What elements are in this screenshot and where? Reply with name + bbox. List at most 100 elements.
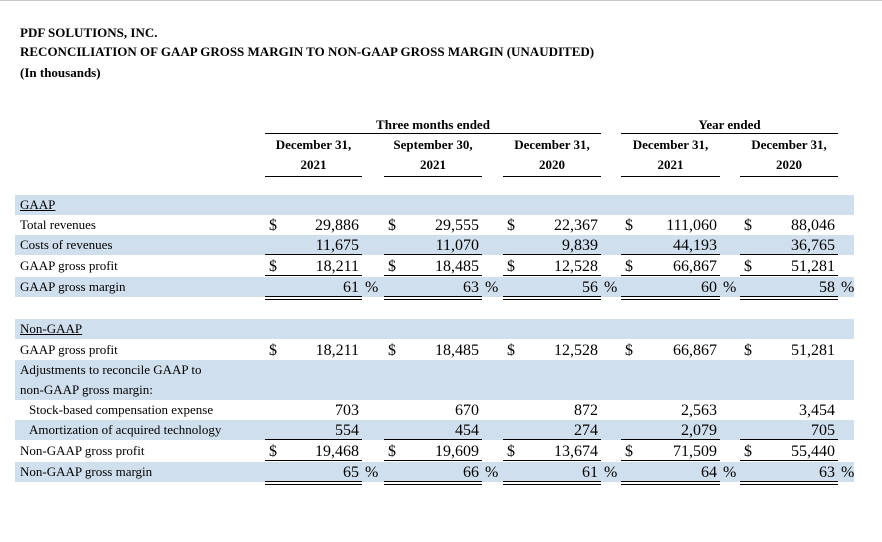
- cell-value: 63: [463, 279, 479, 296]
- cell-value: 19,468: [315, 443, 359, 460]
- cell-value: 66,867: [673, 342, 717, 359]
- total-rule: [503, 275, 601, 276]
- total-rule: [265, 439, 362, 440]
- cell-value: 61: [343, 279, 359, 296]
- row-label: Stock-based compensation expense: [29, 402, 214, 417]
- total-rule: [621, 484, 720, 485]
- column-header-year: 2021: [420, 157, 446, 172]
- cell-value: 705: [811, 422, 835, 439]
- cell-value: 51,281: [791, 342, 835, 359]
- percent-sign: %: [485, 464, 499, 481]
- column-header-period: December 31,: [751, 137, 827, 152]
- cell-value: 11,070: [435, 237, 479, 254]
- total-rule: [621, 481, 720, 482]
- cell-value: 18,211: [315, 258, 359, 275]
- column-header-rule: [621, 176, 720, 177]
- total-rule: [740, 296, 838, 297]
- table-row: GAAP gross profit: [15, 340, 854, 360]
- column-header-2: September 30, 2021: [378, 135, 488, 175]
- total-rule: [621, 254, 720, 255]
- total-rule: [503, 299, 601, 300]
- cell-value: 58: [819, 279, 835, 296]
- cell-value: 44,193: [673, 237, 717, 254]
- total-rule: [384, 254, 482, 255]
- cell-value: 2,563: [681, 402, 717, 419]
- section-header-row: Non-GAAP: [15, 319, 854, 339]
- column-header-rule: [384, 176, 482, 177]
- column-group-rule: [621, 133, 838, 134]
- table-row: Costs of revenues: [15, 235, 854, 255]
- percent-sign: %: [841, 279, 855, 296]
- dollar-sign: $: [744, 258, 752, 275]
- total-rule: [740, 484, 838, 485]
- dollar-sign: $: [388, 342, 396, 359]
- total-rule: [384, 296, 482, 297]
- total-rule: [621, 296, 720, 297]
- cell-value: 274: [574, 422, 598, 439]
- total-rule: [384, 299, 482, 300]
- percent-sign: %: [604, 464, 618, 481]
- percent-sign: %: [841, 464, 855, 481]
- column-header-1: December 31, 2021: [259, 135, 368, 175]
- cell-value: 29,555: [435, 217, 479, 234]
- cell-value: 12,528: [554, 258, 598, 275]
- cell-value: 703: [335, 402, 359, 419]
- section-label: Non-GAAP: [20, 321, 83, 336]
- total-rule: [265, 296, 362, 297]
- column-group-1: Three months ended: [376, 117, 490, 132]
- cell-value: 554: [335, 422, 359, 439]
- total-rule: [740, 275, 838, 276]
- table-row: Total revenues: [15, 215, 854, 235]
- total-rule: [621, 299, 720, 300]
- column-header-rule: [740, 176, 838, 177]
- total-rule: [503, 439, 601, 440]
- total-rule: [503, 460, 601, 461]
- dollar-sign: $: [625, 443, 633, 460]
- total-rule: [621, 275, 720, 276]
- cell-value: 56: [582, 279, 598, 296]
- cell-value: 65: [343, 464, 359, 481]
- cell-value: 66,867: [673, 258, 717, 275]
- total-rule: [740, 481, 838, 482]
- dollar-sign: $: [744, 217, 752, 234]
- row-label: GAAP gross profit: [20, 342, 118, 357]
- total-rule: [265, 481, 362, 482]
- dollar-sign: $: [625, 342, 633, 359]
- table-row: Stock-based compensation expense: [15, 400, 854, 420]
- column-header-year: 2021: [300, 157, 327, 172]
- section-header-row: GAAP: [15, 195, 854, 215]
- cell-value: 22,367: [554, 217, 598, 234]
- dollar-sign: $: [507, 258, 515, 275]
- cell-value: 454: [455, 422, 479, 439]
- cell-value: 18,485: [435, 342, 479, 359]
- total-rule: [503, 484, 601, 485]
- column-header-5: December 31, 2020: [734, 135, 844, 175]
- company-name: PDF SOLUTIONS, INC.: [20, 25, 158, 40]
- cell-value: 18,485: [435, 258, 479, 275]
- row-label: GAAP gross margin: [20, 279, 126, 294]
- cell-value: 2,079: [681, 422, 717, 439]
- column-header-rule: [265, 176, 362, 177]
- cell-value: 63: [819, 464, 835, 481]
- total-rule: [740, 439, 838, 440]
- cell-value: 55,440: [791, 443, 835, 460]
- cell-value: 36,765: [791, 237, 835, 254]
- total-rule: [503, 254, 601, 255]
- dollar-sign: $: [269, 258, 277, 275]
- dollar-sign: $: [507, 443, 515, 460]
- table-row: Non-GAAP gross profit: [15, 441, 854, 461]
- cell-value: 71,509: [673, 443, 717, 460]
- row-label: Adjustments to reconcile GAAP to: [20, 362, 202, 377]
- cell-value: 29,886: [315, 217, 359, 234]
- total-rule: [265, 254, 362, 255]
- table-row: GAAP gross margin: [15, 277, 854, 297]
- dollar-sign: $: [625, 217, 633, 234]
- total-rule: [384, 439, 482, 440]
- column-header-3: December 31, 2020: [497, 135, 607, 175]
- total-rule: [265, 484, 362, 485]
- column-group-2: Year ended: [698, 117, 761, 132]
- total-rule: [265, 460, 362, 461]
- total-rule: [621, 439, 720, 440]
- section-label: GAAP: [20, 197, 56, 212]
- table-row: Adjustments to reconcile GAAP to: [15, 360, 854, 380]
